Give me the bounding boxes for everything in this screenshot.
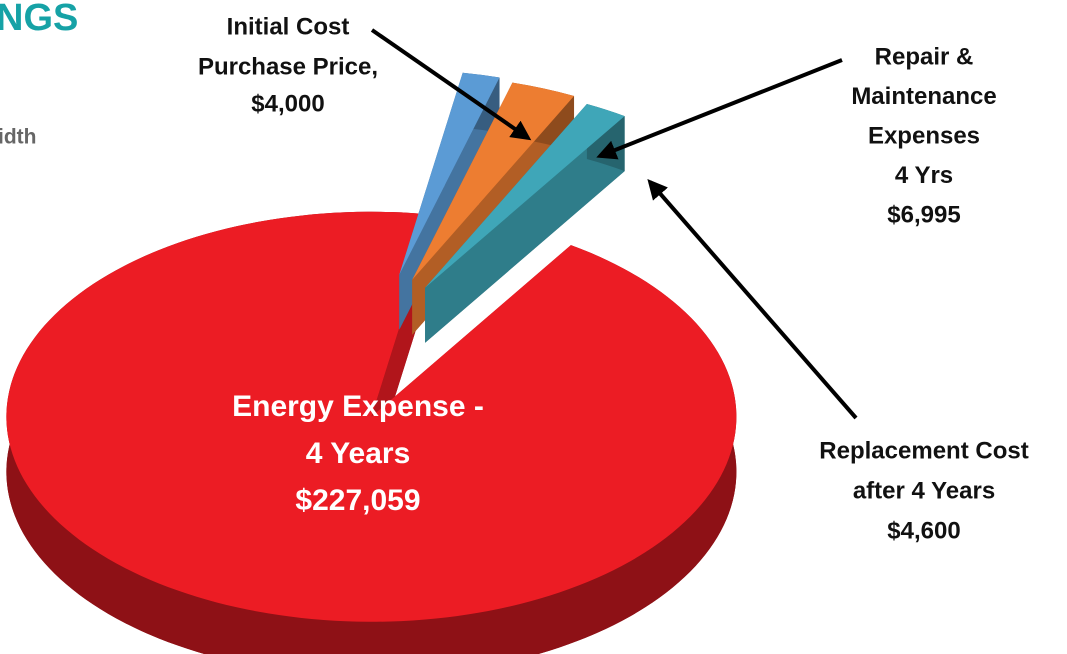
arrow [370, 28, 532, 141]
chart-title: NGS [0, 0, 78, 39]
value-label: $4,000 [251, 90, 324, 117]
arrows [370, 28, 858, 420]
category-label: Maintenance [851, 83, 996, 110]
subtitle: idth [0, 126, 36, 149]
category-label: Purchase Price, [198, 53, 378, 80]
value-label: $227,059 [295, 484, 420, 517]
value-label: $4,600 [887, 517, 960, 544]
category-label: Expenses [868, 122, 980, 149]
category-label: Repair & [875, 43, 974, 70]
slice [425, 103, 625, 288]
slice [412, 82, 575, 280]
category-label: Energy Expense - [232, 390, 484, 423]
labels: Initial Cost Purchase Price, $4,000 Repair … [198, 13, 1029, 544]
slice [6, 211, 737, 622]
slice [399, 72, 500, 275]
category-label: after 4 Years [853, 477, 995, 504]
value-label: $6,995 [887, 201, 960, 228]
category-label: Initial Cost [227, 13, 350, 40]
arrow [596, 58, 843, 160]
pie [6, 72, 737, 654]
arrow [647, 178, 858, 420]
category-label: 4 Yrs [895, 162, 953, 189]
category-label: 4 Years [306, 437, 411, 470]
slice-edge [425, 116, 625, 343]
category-label: Replacement Cost [819, 437, 1028, 464]
